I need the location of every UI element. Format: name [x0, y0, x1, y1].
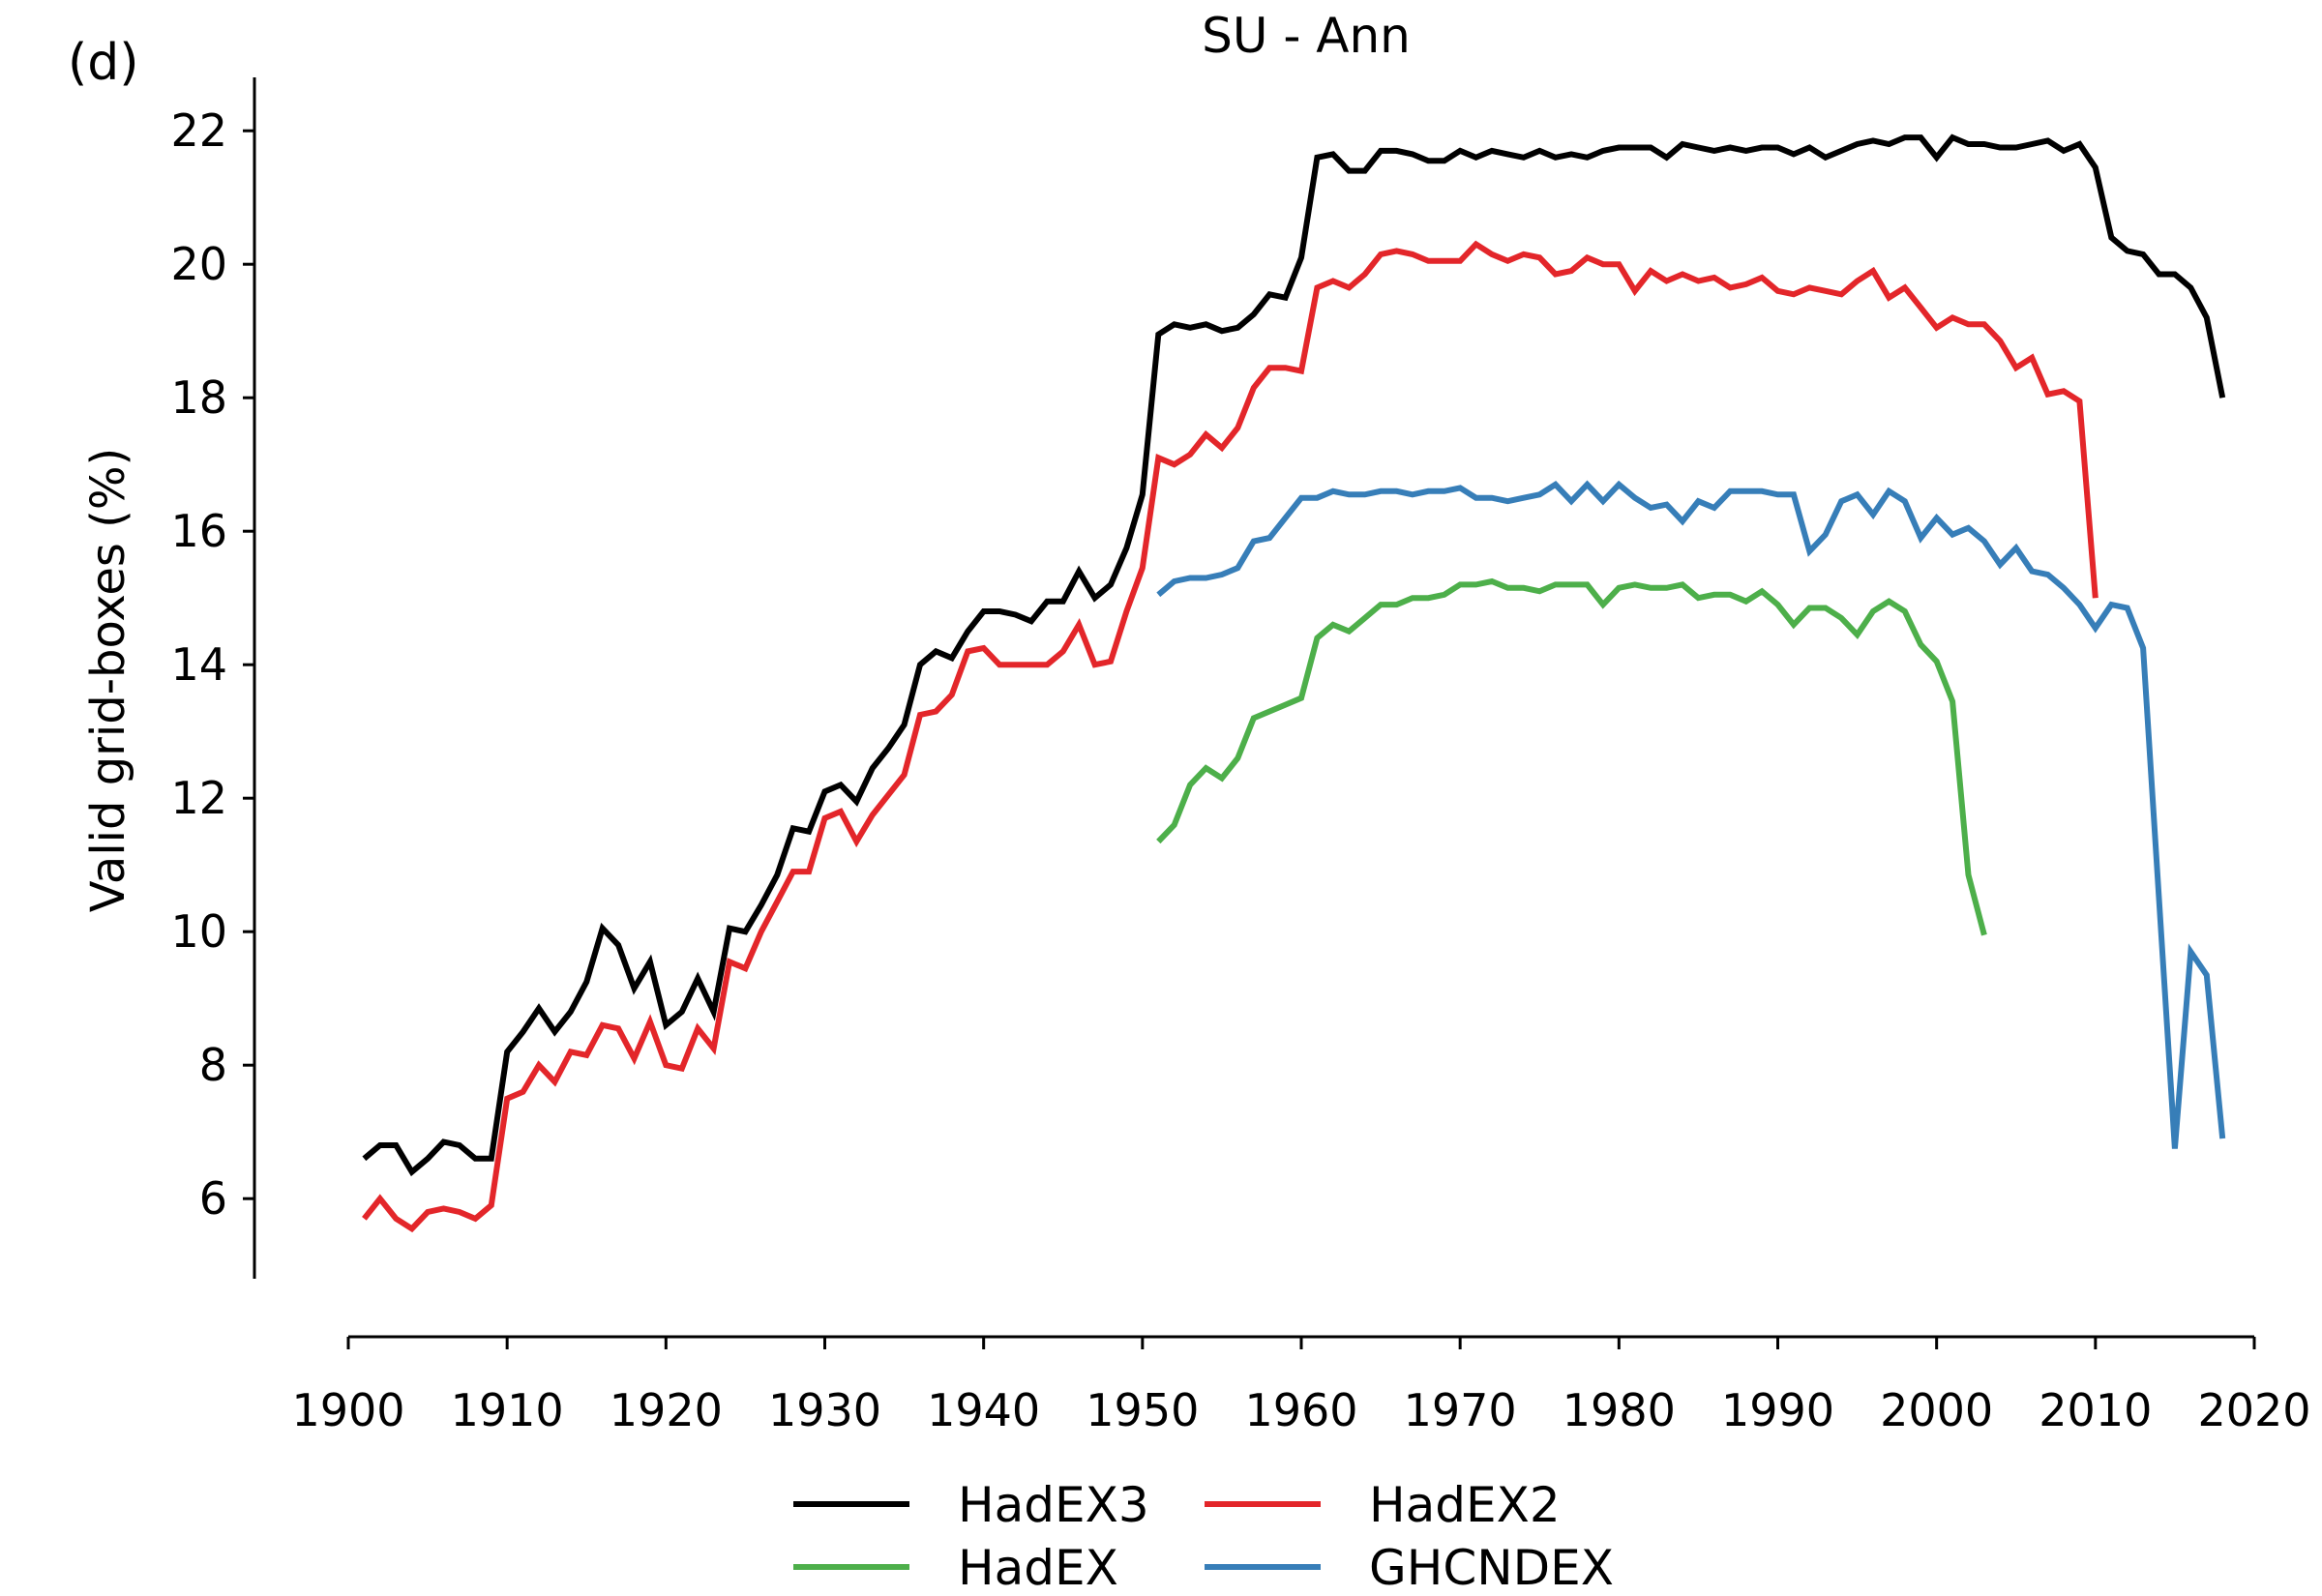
x-tick-label: 2000: [1880, 1384, 1993, 1436]
panel-label: (d): [68, 34, 139, 92]
x-tick-label: 1940: [927, 1384, 1040, 1436]
y-tick-label: 10: [170, 905, 227, 958]
x-tick-label: 1900: [291, 1384, 404, 1436]
y-tick-label: 18: [170, 371, 227, 424]
chart-title: SU - Ann: [1202, 8, 1411, 64]
y-tick-label: 14: [170, 638, 227, 691]
x-tick-label: 1980: [1563, 1384, 1676, 1436]
legend-label-hadex: HadEX: [958, 1540, 1118, 1596]
series-line-ghcndex: [1156, 480, 2226, 1149]
x-ticks: 1900 1910 1920 1930 1940 1950 1960 1970 1980 1990…: [291, 1337, 2311, 1436]
legend: HadEX3 HadEX2 HadEX GHCNDEX: [793, 1477, 1614, 1596]
x-tick-label: 1960: [1244, 1384, 1357, 1436]
x-tick-label: 1910: [451, 1384, 564, 1436]
x-tick-label: 2020: [2197, 1384, 2310, 1436]
series-line-hadex: [1156, 577, 1987, 936]
legend-label-hadex3: HadEX3: [958, 1477, 1149, 1533]
y-ticks: 6 8 10 12 14 16 18 20 22: [170, 104, 254, 1225]
x-tick-label: 1930: [768, 1384, 881, 1436]
legend-label-ghcndex: GHCNDEX: [1369, 1540, 1614, 1596]
series-line-hadex2: [362, 240, 2099, 1233]
x-tick-label: 1950: [1086, 1384, 1199, 1436]
y-tick-label: 8: [199, 1039, 227, 1091]
x-tick-label: 2010: [2039, 1384, 2152, 1436]
x-tick-label: 1920: [610, 1384, 723, 1436]
y-tick-label: 20: [170, 238, 227, 290]
y-tick-label: 6: [199, 1172, 227, 1225]
y-tick-label: 16: [170, 505, 227, 557]
series-group: [362, 133, 2226, 1233]
y-tick-label: 22: [170, 104, 227, 157]
y-tick-label: 12: [170, 772, 227, 824]
x-tick-label: 1970: [1404, 1384, 1517, 1436]
x-tick-label: 1990: [1721, 1384, 1834, 1436]
legend-label-hadex2: HadEX2: [1369, 1477, 1561, 1533]
series-line-hadex3: [362, 133, 2226, 1177]
y-axis-label: Valid grid-boxes (%): [81, 448, 135, 912]
